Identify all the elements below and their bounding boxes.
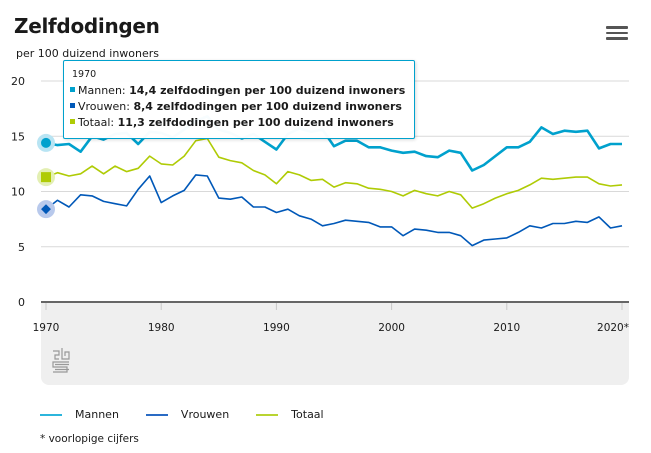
y-tick-label: 15: [11, 130, 25, 143]
x-tick-label: 1990: [263, 322, 290, 334]
y-tick-label: 10: [11, 186, 25, 199]
series-color-swatch: [70, 119, 75, 124]
series-line-mannen: [45, 115, 622, 172]
legend-swatch: [256, 413, 279, 416]
x-tick-label: 1970: [33, 322, 60, 334]
y-tick-label: 0: [18, 296, 25, 309]
data-tooltip: 1970 Mannen: 14,4 zelfdodingen per 100 d…: [63, 60, 415, 139]
tooltip-row-totaal: Totaal: 11,3 zelfdodingen per 100 duizen…: [70, 116, 394, 129]
legend-item-vrouwen[interactable]: Vrouwen: [145, 408, 230, 421]
chart-legend: Mannen Vrouwen Totaal: [40, 408, 351, 421]
legend-label: Totaal: [291, 408, 324, 421]
legend-swatch: [145, 413, 168, 416]
y-axis-ticks: 0 5 10 15 20: [11, 75, 25, 309]
x-tick-label: 2020*: [597, 322, 629, 334]
series-color-swatch: [70, 103, 75, 108]
legend-item-totaal[interactable]: Totaal: [256, 408, 324, 421]
legend-swatch: [40, 413, 62, 416]
tooltip-label: Vrouwen:: [78, 100, 130, 113]
legend-item-mannen[interactable]: Mannen: [40, 408, 119, 421]
x-axis: 1970 1980 1990 2000 2010 2020*: [33, 301, 629, 334]
series-color-swatch: [70, 87, 75, 92]
tooltip-year: 1970: [72, 69, 97, 80]
hamburger-menu-icon[interactable]: [606, 26, 628, 44]
cbs-logo-icon: [52, 348, 70, 373]
x-tick-label: 1980: [148, 322, 175, 334]
menu-bar: [606, 31, 628, 35]
footnote: * voorlopige cijfers: [40, 433, 139, 445]
menu-bar: [606, 26, 628, 29]
y-tick-label: 5: [18, 241, 25, 254]
x-axis-band: [41, 302, 629, 385]
y-tick-label: 20: [11, 75, 25, 88]
chart-title: Zelfdodingen: [14, 14, 160, 38]
series-line-totaal: [45, 137, 623, 209]
tooltip-row-vrouwen: Vrouwen: 8,4 zelfdodingen per 100 duizen…: [70, 100, 402, 113]
tooltip-value: 14,4 zelfdodingen per 100 duizend inwone…: [129, 84, 406, 97]
tooltip-row-mannen: Mannen: 14,4 zelfdodingen per 100 duizen…: [70, 84, 405, 97]
menu-bar: [606, 37, 628, 40]
series-line-vrouwen: [45, 174, 623, 247]
tooltip-value: 8,4 zelfdodingen per 100 duizend inwoner…: [133, 100, 402, 113]
series-lines: [45, 115, 623, 247]
marker-vrouwen: [41, 204, 51, 215]
x-tick-label: 2010: [493, 322, 520, 334]
marker-totaal: [41, 172, 51, 183]
highlight-markers: [37, 133, 55, 219]
tooltip-value: 11,3 zelfdodingen per 100 duizend inwone…: [117, 116, 394, 129]
tooltip-label: Totaal:: [78, 116, 115, 129]
x-tick-label: 2000: [378, 322, 405, 334]
tooltip-label: Mannen:: [78, 84, 126, 97]
y-axis-unit-label: per 100 duizend inwoners: [16, 47, 160, 60]
legend-label: Mannen: [75, 408, 119, 421]
marker-mannen: [41, 137, 51, 148]
legend-label: Vrouwen: [180, 408, 230, 421]
